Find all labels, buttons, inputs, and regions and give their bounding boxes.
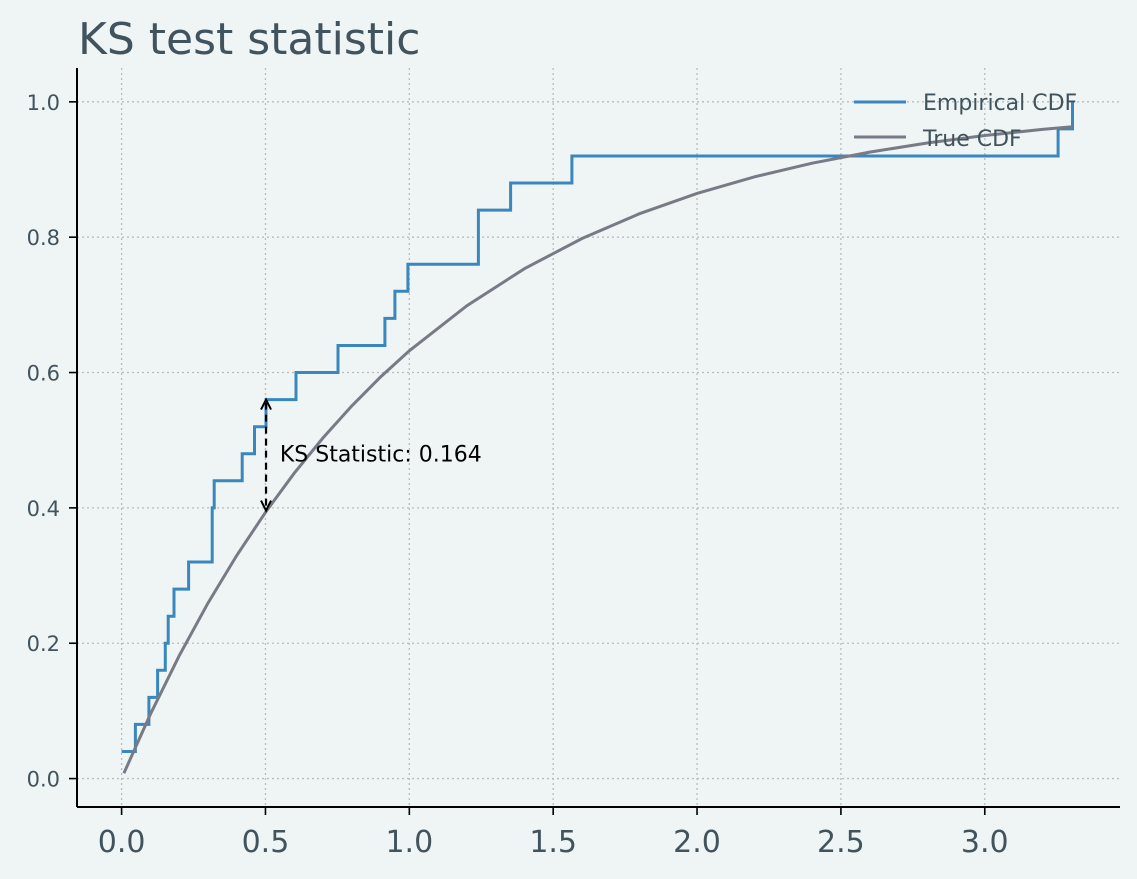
x-tick-label: 0.5: [242, 825, 290, 860]
ks-annotation: KS Statistic: 0.164: [260, 397, 482, 513]
x-tick-label: 1.5: [529, 825, 577, 860]
empirical-cdf-line: [121, 101, 1074, 753]
axes: [76, 68, 1120, 808]
x-tick-label: 2.5: [817, 825, 865, 860]
series-group: [121, 101, 1074, 774]
true-cdf-line: [122, 125, 1073, 774]
ks-arrowhead-top: [260, 397, 272, 411]
legend: Empirical CDF True CDF: [854, 91, 1077, 152]
x-tick-label: 3.0: [961, 825, 1009, 860]
tick-labels: 0.0 0.5 1.0 1.5 2.0 2.5 3.0 0.0 0.2 0.4 0.6 0.8 1.0: [27, 91, 1009, 860]
legend-label-true: True CDF: [922, 127, 1022, 152]
y-tick-label: 0.0: [27, 768, 60, 792]
y-tick-label: 0.4: [27, 497, 60, 521]
x-tick-label: 2.0: [673, 825, 721, 860]
grid-lines: [77, 68, 1120, 807]
y-tick-label: 1.0: [27, 91, 60, 115]
legend-label-empirical: Empirical CDF: [923, 91, 1077, 116]
y-tick-label: 0.6: [27, 362, 60, 386]
x-tick-label: 1.0: [385, 825, 433, 860]
ks-statistic-label: KS Statistic: 0.164: [280, 443, 482, 468]
y-tick-label: 0.2: [27, 632, 60, 656]
ks-arrowhead-bottom: [260, 500, 272, 513]
x-tick-label: 0.0: [98, 825, 146, 860]
y-tick-label: 0.8: [27, 226, 60, 250]
chart-title: KS test statistic: [78, 14, 420, 65]
